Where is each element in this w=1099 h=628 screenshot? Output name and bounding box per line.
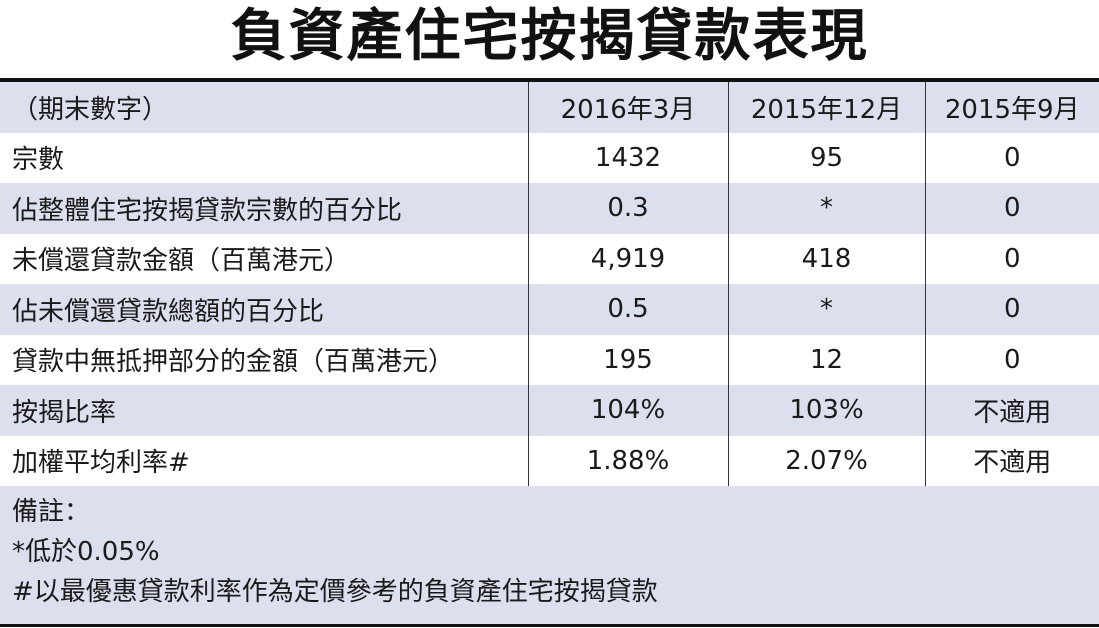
cell-value: 12 [727, 334, 925, 385]
cell-value: 0 [924, 233, 1099, 284]
table-row: 佔整體住宅按揭貸款宗數的百分比 0.3 * 0 [0, 183, 1099, 234]
table-row: 加權平均利率# 1.88% 2.07% 不適用 [0, 435, 1099, 486]
note-asterisk: *低於0.05% [12, 537, 160, 567]
cell-value: 0.3 [527, 183, 728, 234]
cell-value: 0 [924, 284, 1099, 335]
row-label: 按揭比率 [0, 385, 528, 436]
cell-value: 不適用 [924, 435, 1099, 486]
data-table: （期末數字） 2016年3月 2015年12月 2015年9月 宗數 1432 … [0, 82, 1099, 486]
row-label: 貸款中無抵押部分的金額（百萬港元） [0, 334, 528, 385]
cell-value: 0 [924, 132, 1099, 183]
row-label: 佔整體住宅按揭貸款宗數的百分比 [0, 183, 528, 234]
header-col-2016-03: 2016年3月 [527, 82, 728, 133]
cell-value: 418 [727, 233, 925, 284]
cell-value: * [727, 284, 925, 335]
table-title: 負資產住宅按揭貸款表現 [230, 4, 869, 69]
cell-value: 2.07% [727, 435, 925, 486]
cell-value: 1.88% [527, 435, 728, 486]
table-row: 貸款中無抵押部分的金額（百萬港元） 195 12 0 [0, 334, 1099, 385]
cell-value: 4,919 [527, 233, 728, 284]
header-label: （期末數字） [0, 82, 528, 133]
cell-value: 0 [924, 183, 1099, 234]
cell-value: * [727, 183, 925, 234]
row-label: 未償還貸款金額（百萬港元） [0, 233, 528, 284]
header-col-2015-09: 2015年9月 [924, 82, 1099, 133]
top-rule [0, 78, 1099, 82]
bottom-rule [0, 624, 1099, 627]
note-hash: #以最優惠貸款利率作為定價參考的負資產住宅按揭貸款 [12, 577, 658, 607]
notes-box: 備註： *低於0.05% #以最優惠貸款利率作為定價參考的負資產住宅按揭貸款 [0, 486, 1099, 624]
row-label: 佔未償還貸款總額的百分比 [0, 284, 528, 335]
row-label: 加權平均利率# [0, 435, 528, 486]
table-row: 未償還貸款金額（百萬港元） 4,919 418 0 [0, 233, 1099, 284]
cell-value: 103% [727, 385, 925, 436]
cell-value: 不適用 [924, 385, 1099, 436]
header-col-2015-12: 2015年12月 [727, 82, 925, 133]
cell-value: 0.5 [527, 284, 728, 335]
table-row: 佔未償還貸款總額的百分比 0.5 * 0 [0, 284, 1099, 335]
header-row: （期末數字） 2016年3月 2015年12月 2015年9月 [0, 82, 1099, 133]
cell-value: 195 [527, 334, 728, 385]
cell-value: 0 [924, 334, 1099, 385]
row-label: 宗數 [0, 132, 528, 183]
table-row: 按揭比率 104% 103% 不適用 [0, 385, 1099, 436]
table-row: 宗數 1432 95 0 [0, 132, 1099, 183]
notes-heading: 備註： [12, 497, 91, 527]
cell-value: 95 [727, 132, 925, 183]
cell-value: 1432 [527, 132, 728, 183]
cell-value: 104% [527, 385, 728, 436]
